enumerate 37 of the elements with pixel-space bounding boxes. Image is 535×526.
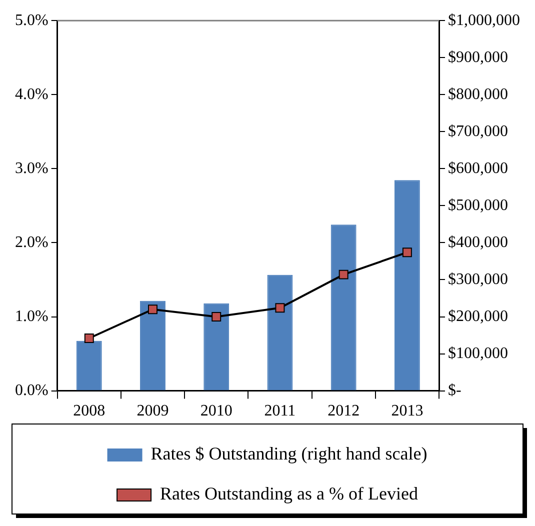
y2-tick-label: $900,000: [448, 48, 508, 66]
y2-tick-label: $400,000: [448, 234, 508, 251]
legend-label: Rates $ Outstanding (right hand scale): [150, 444, 428, 464]
y2-tick-label: $-: [448, 382, 462, 400]
x-tick-label: 2008: [73, 402, 106, 420]
bar: [330, 224, 356, 390]
y2-tick-label: $500,000: [448, 196, 508, 214]
y2-tick-label: $300,000: [448, 270, 508, 288]
y-tick-label: 5.0%: [15, 12, 48, 29]
y2-tick-label: $700,000: [448, 122, 508, 140]
y2-tick-label: $600,000: [448, 160, 508, 177]
y2-tick-label: $800,000: [448, 86, 508, 103]
y-tick-label: 4.0%: [15, 86, 48, 103]
y-tick-label: 3.0%: [15, 160, 48, 177]
point: [402, 248, 412, 258]
bar: [140, 300, 166, 390]
bar: [394, 180, 420, 390]
bar: [267, 274, 293, 390]
x-tick-label: 2009: [136, 402, 169, 420]
bar: [204, 303, 230, 390]
x-tick-label: 2011: [264, 402, 296, 420]
y2-tick-label: $200,000: [448, 308, 508, 325]
point: [275, 303, 285, 313]
y-tick-label: 0.0%: [15, 382, 48, 400]
y2-tick-label: $1,000,000: [448, 12, 520, 29]
x-tick-label: 2013: [391, 402, 424, 420]
legend-label: Rates Outstanding as a % of Levied: [160, 484, 418, 504]
bar: [76, 340, 102, 390]
y-tick-label: 1.0%: [15, 308, 48, 325]
point: [212, 312, 222, 322]
x-tick-label: 2010: [200, 402, 232, 420]
y2-tick-label: $100,000: [448, 344, 508, 362]
x-tick-label: 2012: [328, 402, 360, 420]
y-tick-label: 2.0%: [15, 234, 48, 251]
point: [148, 304, 158, 314]
point: [338, 270, 348, 280]
point: [84, 333, 94, 343]
